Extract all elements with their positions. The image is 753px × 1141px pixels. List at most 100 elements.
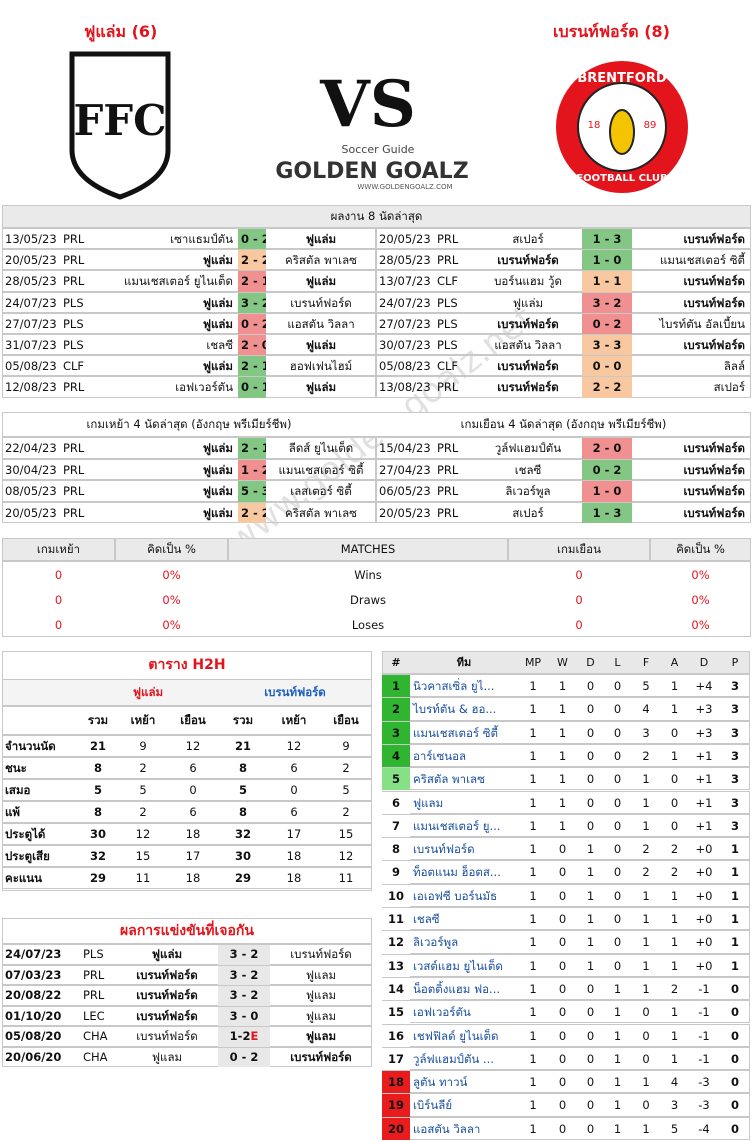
h2h-team-row <box>2 679 372 706</box>
match-cell: ฟูแล่ม <box>202 359 233 374</box>
league-value: 0 <box>642 1098 650 1113</box>
league-value: 0 <box>586 1028 595 1043</box>
league-team: ไบรท์ตัน & ฮอ... <box>413 702 497 717</box>
meeting-cell: PLS <box>83 947 104 961</box>
league-value: 1 <box>529 1028 537 1043</box>
league-team: ฟูแลม <box>413 795 444 810</box>
meeting-cell: เบรนท์ฟอร์ด <box>290 1049 352 1064</box>
h2h-value: 8 <box>93 761 102 775</box>
h2h-value: 8 <box>238 761 247 775</box>
match-row <box>2 480 376 502</box>
meeting-row <box>2 1005 372 1026</box>
league-value: +1 <box>695 748 713 763</box>
league-value: 0 <box>586 772 595 787</box>
league-value: 3 <box>670 1098 679 1113</box>
league-value: 0 <box>558 912 567 926</box>
h2h-value: 32 <box>89 849 106 863</box>
league-value: 0 <box>730 1121 739 1136</box>
match-cell: PRL <box>437 484 459 498</box>
league-value: 2 <box>382 698 410 721</box>
score: 0 - 2 <box>582 459 632 480</box>
h2h-value: 29 <box>234 871 251 885</box>
stats-header-cell <box>115 538 228 561</box>
match-cell: 30/07/23 <box>379 338 431 352</box>
match-cell: PRL <box>437 441 459 455</box>
match-cell: PRL <box>437 505 459 520</box>
stats-value: 0% <box>691 568 710 582</box>
match-cell: แอสตัน วิลลา <box>494 338 562 352</box>
score: 2 - 1 <box>238 271 266 292</box>
stats-value: 0 <box>54 618 63 632</box>
h2h-value: 11 <box>135 871 151 885</box>
match-cell: เบรนท์ฟอร์ด <box>497 316 559 331</box>
league-value: 1 <box>529 702 537 717</box>
match-row <box>2 355 376 377</box>
score: 1 - 1 <box>582 271 632 292</box>
score: 3 - 2 <box>218 945 270 965</box>
league-value: 0 <box>613 958 622 973</box>
meeting-cell: เบรนท์ฟอร์ด <box>136 967 198 982</box>
brentford-right: 89 <box>644 120 657 131</box>
meeting-cell: 01/10/20 <box>5 1008 62 1023</box>
stats-header-cell <box>228 538 508 561</box>
league-team: ท็อตแนม ฮ็อตส... <box>413 865 501 880</box>
league-value: 1 <box>558 725 567 740</box>
league-value: 1 <box>642 888 650 903</box>
league-value: 1 <box>529 865 537 880</box>
h2h-away-team: เบรนท์ฟอร์ด <box>264 685 326 699</box>
match-cell: CLF <box>63 359 85 374</box>
score: 3 - 2 <box>218 965 270 985</box>
league-value: 0 <box>558 865 567 880</box>
league-value: 1 <box>586 958 595 973</box>
league-value: 19 <box>382 1094 410 1117</box>
league-value: 1 <box>529 748 537 763</box>
league-value: +0 <box>695 912 713 926</box>
league-value: 3 <box>730 748 739 763</box>
league-value: 1 <box>642 912 650 926</box>
league-value: 1 <box>642 958 650 973</box>
match-row <box>376 249 751 271</box>
h2h-value: 17 <box>185 849 201 863</box>
league-value: -3 <box>698 1098 710 1113</box>
match-cell: 06/05/23 <box>379 484 431 498</box>
league-header: ทีม <box>456 656 472 669</box>
match-cell: ฟูแล่ม <box>305 274 337 289</box>
match-cell: แมนเชสเตอร์ ยูไนเต็ด <box>124 274 233 289</box>
stats-header: คิดเป็น % <box>147 542 196 556</box>
match-cell: ฟูแล่ม <box>305 338 337 352</box>
league-value: 1 <box>529 772 537 787</box>
h2h-label: แพ้ <box>5 805 20 819</box>
league-value: 1 <box>586 935 595 950</box>
league-value: 1 <box>586 865 595 880</box>
match-cell: 22/04/23 <box>5 441 57 455</box>
meeting-cell: เบรนท์ฟอร์ด <box>290 947 352 961</box>
league-value: 0 <box>586 1075 595 1090</box>
match-cell: ฟูแล่ม <box>202 253 233 268</box>
league-team: น็อตติ้งแฮม ฟอ... <box>413 981 501 996</box>
match-cell: เบรนท์ฟอร์ด <box>497 253 559 268</box>
league-value: -1 <box>698 1028 710 1043</box>
stats-header-cell <box>2 538 115 561</box>
h2h-label: ชนะ <box>5 761 27 775</box>
match-cell: สเปอร์ <box>512 232 544 246</box>
league-team: เบิร์นลีย์ <box>413 1098 453 1113</box>
meeting-row <box>2 1046 372 1067</box>
league-value: 0 <box>558 1075 567 1090</box>
league-value: 1 <box>613 1005 622 1020</box>
meeting-row <box>2 944 372 965</box>
match-cell: PLS <box>437 295 458 310</box>
league-value: 1 <box>529 1098 537 1113</box>
league-value: 1 <box>642 1121 650 1136</box>
league-value: 8 <box>382 838 410 861</box>
h2h-subheader: รวม <box>87 713 109 727</box>
league-value: 1 <box>730 912 739 926</box>
league-value: 1 <box>670 1028 679 1043</box>
match-cell: 27/04/23 <box>379 462 431 477</box>
h2h-value: 6 <box>189 805 197 819</box>
league-value: 1 <box>558 795 567 810</box>
match-cell: PRL <box>63 441 85 455</box>
league-value: 1 <box>730 958 739 973</box>
score: 1 - 2 <box>238 459 266 480</box>
stats-value: Wins <box>354 568 382 582</box>
